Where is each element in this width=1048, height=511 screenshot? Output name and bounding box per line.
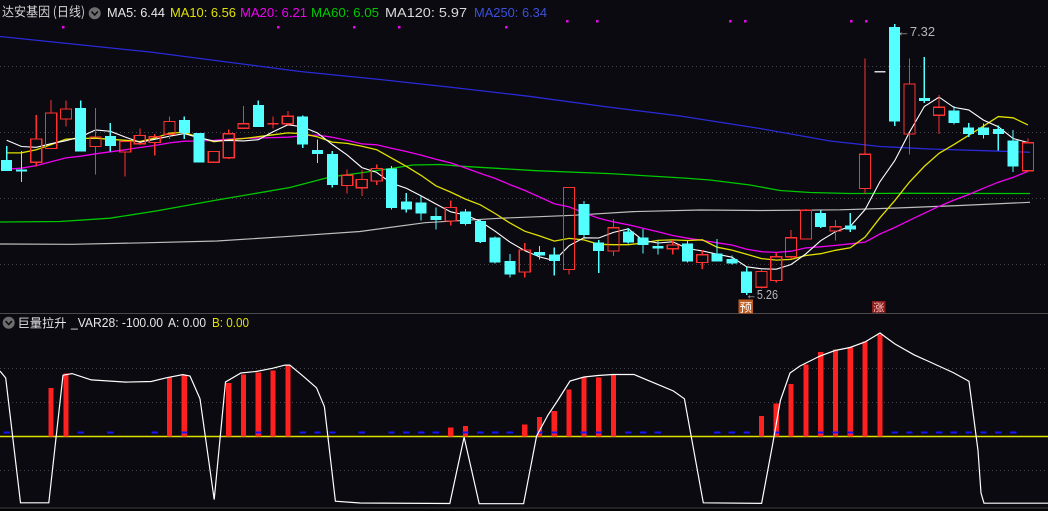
svg-text:MA60: 6.05: MA60: 6.05 (311, 5, 379, 20)
svg-text:←7.32: ←7.32 (897, 24, 935, 39)
svg-text:B: 0.00: B: 0.00 (212, 315, 249, 330)
svg-text:MA250: 6.34: MA250: 6.34 (474, 5, 547, 20)
svg-text:A: 0.00: A: 0.00 (168, 315, 206, 330)
svg-text:MA5: 6.44: MA5: 6.44 (107, 5, 165, 20)
svg-text:MA120: 5.97: MA120: 5.97 (385, 5, 467, 20)
svg-text:MA20: 6.21: MA20: 6.21 (240, 5, 307, 20)
svg-text:MA10: 6.56: MA10: 6.56 (170, 5, 236, 20)
svg-text:_VAR28: -100.00: _VAR28: -100.00 (70, 315, 163, 330)
svg-text:←5.26: ←5.26 (746, 287, 778, 302)
